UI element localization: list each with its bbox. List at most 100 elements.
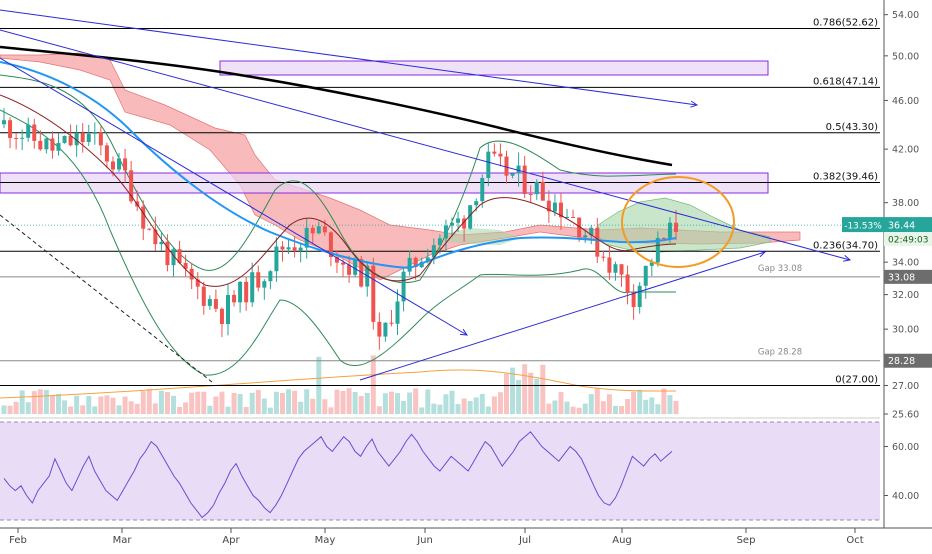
volume-bar	[116, 405, 122, 414]
volume-bar	[516, 379, 522, 414]
candle-body	[207, 299, 212, 306]
volume-bar	[298, 401, 304, 414]
candle-body	[117, 158, 122, 170]
volume-bar	[673, 400, 679, 414]
volume-bar	[201, 391, 207, 414]
consolidation-ellipse	[621, 176, 735, 268]
volume-bar	[467, 401, 473, 414]
trendline-support	[359, 251, 766, 381]
volume-bar	[55, 393, 61, 414]
time-tick-label: Aug	[612, 535, 632, 546]
volume-bar	[237, 393, 243, 414]
volume-bar	[134, 403, 140, 414]
volume-bar	[37, 389, 43, 414]
candle-body	[595, 227, 600, 257]
candle-body	[50, 138, 55, 151]
volume-bar	[267, 407, 273, 414]
volume-bar	[413, 388, 419, 414]
volume-bar	[503, 373, 509, 414]
dashed-trendline	[0, 214, 213, 383]
candle-body	[413, 257, 418, 268]
candle-body	[583, 235, 588, 238]
candle-body	[177, 249, 182, 263]
candle-body	[504, 156, 509, 176]
trendline-steep	[0, 57, 468, 336]
candle-body	[540, 181, 545, 201]
volume-bar	[164, 391, 170, 414]
fib-label: 0.236(34.70)	[813, 240, 878, 251]
candle-body	[468, 205, 473, 229]
candle-body	[292, 247, 297, 251]
gap-price-badge	[884, 269, 932, 284]
candle-body	[147, 228, 152, 230]
volume-bar	[358, 396, 364, 414]
candle-body	[2, 120, 6, 125]
candle-body	[619, 264, 624, 275]
candle-body	[577, 217, 582, 238]
volume-bar	[370, 355, 376, 414]
volume-bar	[104, 395, 110, 414]
volume-bar	[491, 396, 497, 414]
time-tick-label: Oct	[846, 535, 863, 546]
time-tick-label: Feb	[9, 535, 27, 546]
candle-body	[625, 274, 630, 293]
candle-body	[129, 170, 134, 202]
price-badge-text: 36.44	[888, 221, 915, 232]
candle-body	[347, 264, 352, 275]
volume-bar	[140, 391, 146, 414]
candle-body	[450, 222, 454, 226]
price-tick-label: 34.00	[892, 258, 919, 269]
volume-bar	[395, 393, 401, 414]
price-badge	[884, 217, 932, 233]
change-badge	[842, 217, 884, 233]
candle-body	[492, 151, 497, 154]
candle-body	[383, 322, 388, 337]
volume-bar	[558, 392, 564, 414]
candle-body	[238, 281, 243, 303]
candle-body	[80, 133, 85, 142]
volume-bar	[667, 395, 673, 414]
candle-body	[377, 321, 382, 337]
candle-body	[92, 132, 97, 134]
gap-label: Gap 33.08	[758, 264, 802, 274]
candle-body	[637, 285, 642, 308]
countdown-text: 02:49:03	[888, 236, 928, 246]
volume-bar	[388, 391, 394, 414]
candle-body	[613, 264, 618, 273]
candle-body	[44, 138, 49, 150]
price-tick-label: 38.00	[892, 198, 919, 209]
candle-body	[250, 272, 255, 303]
candle-body	[213, 299, 218, 309]
candle-body	[153, 229, 158, 245]
price-tick-label: 46.00	[892, 96, 919, 107]
candle-body	[141, 206, 146, 229]
countdown-badge	[884, 232, 932, 247]
candle-body	[123, 158, 128, 171]
candle-body	[262, 281, 267, 288]
candle-body	[552, 202, 557, 212]
volume-bar	[110, 397, 116, 414]
candle-body	[268, 271, 273, 282]
candle-body	[674, 222, 678, 233]
volume-bar	[661, 388, 667, 414]
candle-body	[334, 257, 339, 263]
volume-bar	[594, 388, 600, 414]
volume-bar	[158, 390, 164, 414]
volume-bar	[443, 394, 449, 414]
volume-bar	[382, 393, 388, 414]
volume-bar	[249, 392, 255, 414]
volume-bar	[619, 406, 625, 414]
candle-body	[456, 218, 461, 223]
time-tick-label: Jun	[416, 535, 433, 546]
candle-body	[437, 238, 442, 246]
candle-body	[171, 249, 176, 266]
candle-body	[20, 137, 25, 139]
volume-bar	[510, 367, 516, 414]
candle-body	[165, 241, 170, 266]
candle-body	[104, 145, 109, 162]
volume-bar	[128, 401, 134, 414]
volume-bar	[631, 391, 637, 414]
volume-bar	[576, 407, 582, 414]
